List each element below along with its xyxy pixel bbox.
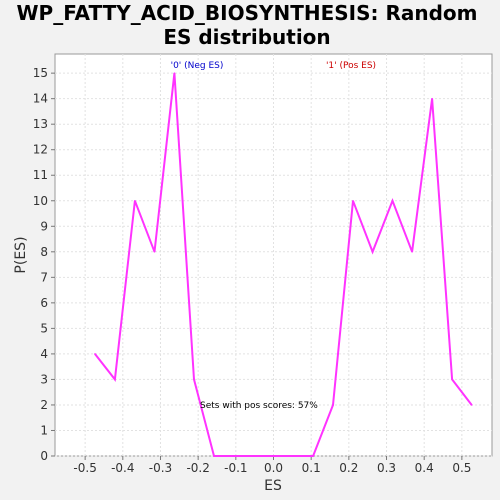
data-point xyxy=(391,199,394,202)
x-tick-label: 0.4 xyxy=(415,461,434,475)
x-tick-label: -0.4 xyxy=(111,461,134,475)
y-tick-label: 5 xyxy=(40,321,48,335)
x-tick-label: 0.2 xyxy=(339,461,358,475)
data-point xyxy=(252,455,255,457)
x-tick-label: 0.5 xyxy=(452,461,471,475)
y-tick-label: 12 xyxy=(33,143,48,157)
y-tick-label: 3 xyxy=(40,372,48,386)
y-tick-label: 2 xyxy=(40,398,48,412)
y-tick-label: 11 xyxy=(33,168,48,182)
data-point xyxy=(292,455,295,457)
neg-es-label: '0' (Neg ES) xyxy=(171,61,224,71)
data-point xyxy=(213,455,215,457)
data-point xyxy=(94,353,96,355)
data-point xyxy=(332,404,334,406)
data-point xyxy=(411,251,413,253)
x-tick-label: 0.0 xyxy=(264,461,283,475)
y-tick-label: 15 xyxy=(33,66,48,80)
x-tick-label: -0.1 xyxy=(224,461,247,475)
y-tick-label: 10 xyxy=(33,194,48,208)
y-tick-label: 6 xyxy=(40,296,48,310)
series-line xyxy=(94,72,473,457)
data-point xyxy=(431,97,433,100)
grid-lines xyxy=(55,54,492,457)
y-tick-label: 9 xyxy=(40,219,48,233)
data-point xyxy=(173,72,176,74)
data-point xyxy=(233,455,235,457)
pos-scores-annotation: Sets with pos scores: 57% xyxy=(200,401,318,411)
pos-es-label: '1' (Pos ES) xyxy=(326,61,376,71)
data-point xyxy=(134,199,136,202)
data-point xyxy=(371,251,374,253)
x-tick-label: -0.5 xyxy=(73,461,96,475)
series-layer xyxy=(94,72,473,457)
y-tick-label: 0 xyxy=(40,449,48,463)
x-tick-label: -0.3 xyxy=(149,461,172,475)
data-point xyxy=(352,199,354,202)
x-tick-label: 0.3 xyxy=(377,461,396,475)
data-point xyxy=(312,455,314,457)
x-tick-label: 0.1 xyxy=(302,461,321,475)
chart-title-line-1: WP_FATTY_ACID_BIOSYNTHESIS: Random xyxy=(16,1,477,25)
data-point xyxy=(272,455,275,457)
chart-title-line-2: ES distribution xyxy=(163,25,330,49)
y-tick-label: 7 xyxy=(40,270,48,284)
y-tick-label: 14 xyxy=(33,92,48,106)
y-tick-label: 4 xyxy=(40,347,48,361)
data-point xyxy=(153,251,156,253)
y-tick-label: 13 xyxy=(33,117,48,131)
x-tick-label: -0.2 xyxy=(186,461,209,475)
data-point xyxy=(193,378,195,381)
data-point xyxy=(114,378,116,381)
y-axis-title: P(ES) xyxy=(13,236,29,273)
x-axis: -0.5 -0.4 -0.3 -0.2 -0.1 0.0 0.1 0.2 0.3 0.4 0.5 xyxy=(73,456,471,475)
y-tick-label: 8 xyxy=(40,245,48,259)
y-tick-label: 1 xyxy=(40,423,48,437)
data-point xyxy=(470,404,473,406)
x-axis-title: ES xyxy=(264,478,282,494)
data-point xyxy=(451,378,453,381)
